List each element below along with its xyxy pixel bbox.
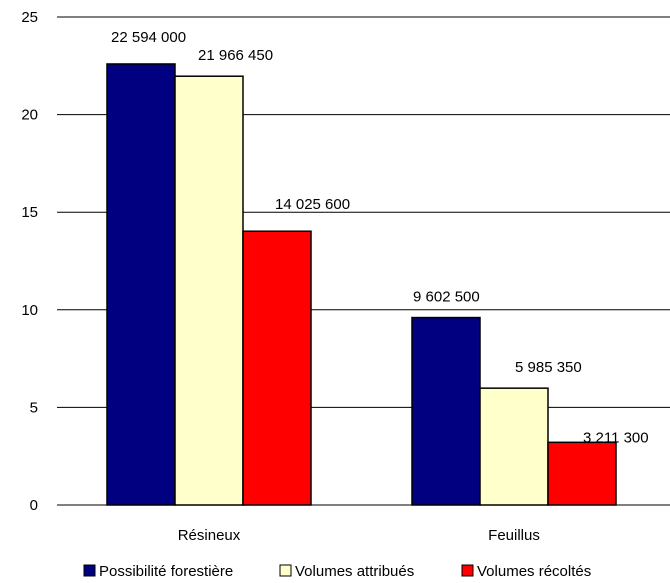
category-label-1: Feuillus	[488, 527, 540, 544]
data-label-0-0: 22 594 000	[111, 29, 186, 46]
bar-r-sineux-series-2	[242, 230, 312, 506]
y-tick-label-25: 25	[21, 9, 38, 26]
data-labels: 22 594 000 21 966 450 14 025 600 9 602 500 5…	[111, 29, 649, 446]
data-label-1-0: 9 602 500	[413, 289, 480, 306]
data-label-0-2: 14 025 600	[275, 196, 350, 213]
x-axis-categories: Résineux Feuillus	[178, 527, 540, 544]
y-tick-label-10: 10	[21, 302, 38, 319]
bar-feuillus-series-2	[547, 441, 617, 506]
y-tick-label-15: 15	[21, 204, 38, 221]
legend-label-1: Volumes attribués	[295, 563, 414, 580]
y-tick-label-0: 0	[30, 497, 38, 514]
legend-swatch-2	[461, 564, 474, 577]
bar-r-sineux-series-0	[106, 63, 176, 506]
y-tick-label-5: 5	[30, 399, 38, 416]
legend: Possibilité forestière Volumes attribués V…	[83, 563, 591, 580]
bar-feuillus-series-1	[479, 387, 549, 506]
bar-feuillus-series-0	[411, 316, 481, 506]
data-label-0-1: 21 966 450	[198, 47, 273, 64]
legend-swatch-0	[83, 564, 96, 577]
y-axis-ticks: 0 5 10 15 20 25	[21, 9, 38, 514]
category-label-0: Résineux	[178, 527, 241, 544]
data-label-1-1: 5 985 350	[515, 359, 582, 376]
legend-label-2: Volumes récoltés	[477, 563, 591, 580]
bars	[106, 63, 617, 506]
bar-r-sineux-series-1	[174, 75, 244, 506]
data-label-1-2: 3 211 300	[583, 429, 649, 446]
legend-swatch-1	[279, 564, 292, 577]
y-tick-label-20: 20	[21, 107, 38, 124]
legend-label-0: Possibilité forestière	[99, 563, 233, 580]
